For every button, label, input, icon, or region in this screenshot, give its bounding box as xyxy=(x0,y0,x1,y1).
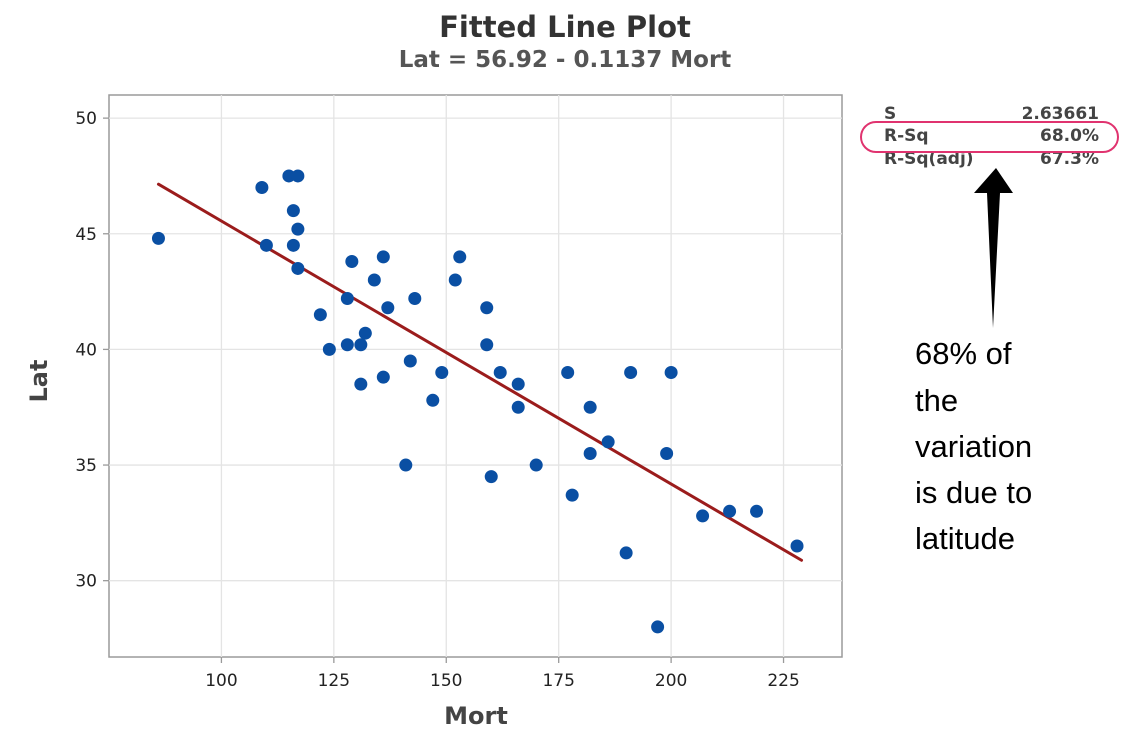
data-point xyxy=(340,292,354,306)
data-point xyxy=(624,366,638,380)
chart-title: Fitted Line Plot xyxy=(439,10,691,44)
annotation-line: 68% of xyxy=(915,336,1012,371)
data-point xyxy=(408,292,422,306)
data-point xyxy=(151,231,165,245)
y-tick-label: 50 xyxy=(75,109,97,129)
stat-rsq-adj-value: 67.3% xyxy=(1040,149,1099,169)
data-point xyxy=(583,400,597,414)
x-axis-title: Mort xyxy=(444,702,508,730)
data-point xyxy=(619,546,633,560)
data-point xyxy=(291,222,305,236)
x-tick-label: 100 xyxy=(205,671,237,691)
data-point xyxy=(448,273,462,287)
data-point xyxy=(403,354,417,368)
data-point xyxy=(484,470,498,484)
y-gridlines xyxy=(109,117,842,582)
data-point xyxy=(376,370,390,384)
stat-s-value: 2.63661 xyxy=(1022,104,1099,124)
data-point xyxy=(435,366,449,380)
stat-rsq-value: 68.0% xyxy=(1040,126,1099,146)
data-point xyxy=(340,338,354,352)
y-tick-label: 40 xyxy=(75,340,97,360)
rsq-highlight-ellipse xyxy=(860,121,1119,153)
data-points xyxy=(151,169,804,634)
x-tick-label: 225 xyxy=(767,671,799,691)
annotation-text: 68% of the variation is due to latitude xyxy=(915,336,1032,556)
x-tick-label: 150 xyxy=(430,671,462,691)
stat-s-label: S xyxy=(884,104,896,124)
data-point xyxy=(529,458,543,472)
data-point xyxy=(426,393,440,407)
annotation-line: variation xyxy=(915,429,1032,464)
data-point xyxy=(480,338,494,352)
data-point xyxy=(565,488,579,502)
data-point xyxy=(790,539,804,553)
data-point xyxy=(493,366,507,380)
data-point xyxy=(723,504,737,518)
data-point xyxy=(651,620,665,634)
data-point xyxy=(696,509,710,523)
data-point xyxy=(286,238,300,252)
data-point xyxy=(259,238,273,252)
data-point xyxy=(399,458,413,472)
data-point xyxy=(313,308,327,322)
data-point xyxy=(583,446,597,460)
x-axis-ticks: 100 125 150 175 200 225 xyxy=(205,657,800,691)
stat-rsq-label: R-Sq xyxy=(884,126,929,146)
data-point xyxy=(381,301,395,315)
data-point xyxy=(282,169,296,183)
data-point xyxy=(664,366,678,380)
plot-area xyxy=(108,94,843,658)
x-tick-label: 125 xyxy=(318,671,350,691)
annotation-line: is due to xyxy=(915,475,1032,510)
data-point xyxy=(511,400,525,414)
data-point xyxy=(354,377,368,391)
y-tick-label: 30 xyxy=(75,572,97,592)
annotation-arrow xyxy=(974,168,1013,328)
data-point xyxy=(367,273,381,287)
annotation-line: the xyxy=(915,383,958,418)
stat-rsq-adj-label: R-Sq(adj) xyxy=(884,149,974,169)
y-axis-ticks: 30 35 40 45 50 xyxy=(75,109,109,592)
data-point xyxy=(354,338,368,352)
data-point xyxy=(255,181,269,195)
data-point xyxy=(750,504,764,518)
data-point xyxy=(358,326,372,340)
stats-table: S 2.63661 R-Sq 68.0% R-Sq(adj) 67.3% xyxy=(884,104,1099,169)
data-point xyxy=(286,204,300,218)
y-axis-title: Lat xyxy=(25,360,53,403)
y-tick-label: 45 xyxy=(75,225,97,245)
data-point xyxy=(480,301,494,315)
data-point xyxy=(511,377,525,391)
data-point xyxy=(453,250,467,264)
data-point xyxy=(660,446,674,460)
data-point xyxy=(561,366,575,380)
data-point xyxy=(291,169,305,183)
x-tick-label: 175 xyxy=(542,671,574,691)
data-point xyxy=(291,261,305,275)
data-point xyxy=(322,342,336,356)
chart-subtitle: Lat = 56.92 - 0.1137 Mort xyxy=(399,47,732,73)
x-tick-label: 200 xyxy=(655,671,687,691)
data-point xyxy=(601,435,615,449)
data-point xyxy=(345,255,359,269)
y-tick-label: 35 xyxy=(75,456,97,476)
annotation-line: latitude xyxy=(915,521,1015,556)
data-point xyxy=(376,250,390,264)
